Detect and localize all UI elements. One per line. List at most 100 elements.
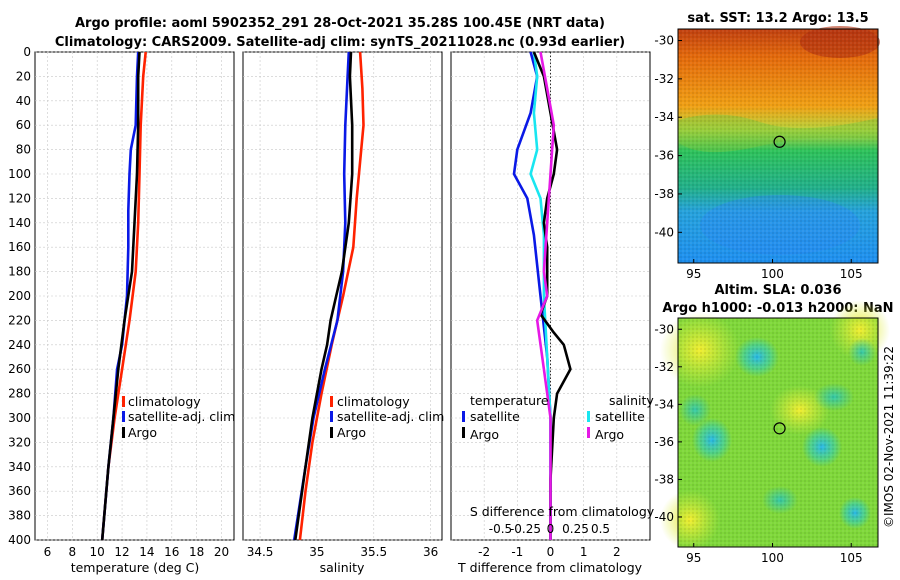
sst-map-title: sat. SST: 13.2 Argo: 13.5 (687, 11, 868, 26)
sla-map (660, 300, 890, 550)
depth-tick-label: 60 (16, 118, 31, 132)
legend-label-argo: Argo (128, 425, 157, 440)
sst-map-frame (677, 28, 879, 264)
map-lon-tick-label: 105 (840, 551, 863, 565)
sla-pixel-texture (678, 318, 878, 547)
legend-swatch-climatology (330, 396, 333, 407)
s-diff-tick-label: -0.25 (510, 522, 541, 536)
series-salinity-argo (535, 51, 556, 540)
x-tick-label: 0 (547, 545, 555, 559)
salinity-legend: climatology satellite-adj. clim Argo (330, 394, 444, 440)
depth-tick-label: 320 (8, 435, 31, 449)
sla-map-title-line1: Altim. SLA: 0.036 (715, 283, 842, 298)
x-tick-label: -1 (511, 545, 523, 559)
map-lat-tick-label: -34 (654, 110, 674, 124)
legend-label-climatology: climatology (128, 394, 201, 409)
sla-map-frame (677, 317, 879, 548)
legend-swatch-climatology (122, 396, 125, 407)
x-tick-label: 35.5 (360, 545, 387, 559)
legend-label-satellite-clim: satellite-adj. clim (128, 409, 235, 424)
depth-tick-label: 160 (8, 240, 31, 254)
legend-swatch-argo (330, 427, 333, 438)
map-lon-tick-label: 100 (761, 267, 784, 281)
legend-swatch-satellite-clim (122, 411, 125, 422)
legend-title-temperature: temperature (470, 393, 549, 408)
depth-tick-label: 300 (8, 411, 31, 425)
x-tick-label: 18 (189, 545, 204, 559)
depth-tick-label: 240 (8, 338, 31, 352)
s-diff-tick-label: -0.5 (489, 522, 512, 536)
depth-tick-label: 400 (8, 533, 31, 547)
map-lat-tick-label: -32 (654, 360, 674, 374)
map-lat-tick-label: -30 (654, 34, 674, 48)
map-lat-tick-label: -40 (654, 510, 674, 524)
map-lon-tick-label: 105 (840, 267, 863, 281)
series-climatology (298, 51, 365, 541)
x-tick-label: -2 (478, 545, 490, 559)
argo-location-marker (773, 422, 786, 435)
depth-tick-label: 200 (8, 289, 31, 303)
legend-swatch-temp-satellite (462, 411, 465, 422)
map-lat-tick-label: -32 (654, 72, 674, 86)
map-lat-tick-label: -36 (654, 149, 674, 163)
imos-timestamp-watermark: ©IMOS 02-Nov-2021 11:39:22 (882, 346, 896, 528)
legend-title-salinity: salinity (609, 393, 654, 408)
map-lat-tick-label: -38 (654, 187, 674, 201)
x-tick-label: 10 (90, 545, 105, 559)
x-tick-label: 14 (139, 545, 154, 559)
legend-label-climatology: climatology (337, 394, 410, 409)
s-diff-tick-label: 0.5 (591, 522, 610, 536)
map-lat-tick-label: -40 (654, 225, 674, 239)
map-lon-tick-label: 95 (686, 551, 701, 565)
depth-tick-label: 340 (8, 460, 31, 474)
depth-tick-label: 20 (16, 69, 31, 83)
series-argo (294, 51, 354, 541)
x-tick-label: 35 (309, 545, 324, 559)
map-lon-tick-label: 100 (761, 551, 784, 565)
map-lat-tick-label: -34 (654, 397, 674, 411)
depth-tick-label: 140 (8, 216, 31, 230)
depth-tick-label: 0 (23, 45, 31, 59)
sla-map-title-line2: Argo h1000: -0.013 h2000: NaN (662, 301, 893, 316)
legend-swatch-sal-satellite (587, 411, 590, 422)
s-diff-tick-label: 0 (547, 522, 555, 536)
temperature-legend: climatology satellite-adj. clim Argo (122, 394, 235, 440)
sst-pixel-texture (678, 29, 878, 263)
legend-label-argo: Argo (337, 425, 366, 440)
legend-label-satellite-clim: satellite-adj. clim (337, 409, 444, 424)
depth-tick-label: 260 (8, 362, 31, 376)
x-tick-label: 36 (423, 545, 438, 559)
depth-tick-label: 380 (8, 509, 31, 523)
salinity-xlabel: salinity (320, 560, 365, 575)
temperature-xlabel: temperature (deg C) (71, 560, 200, 575)
difference-xlabel: T difference from climatology (457, 560, 643, 575)
legend-label-temp-argo: Argo (470, 427, 499, 442)
series-argo (100, 51, 141, 541)
map-lat-tick-label: -38 (654, 472, 674, 486)
depth-tick-label: 220 (8, 313, 31, 327)
x-tick-label: 6 (44, 545, 52, 559)
x-tick-label: 8 (68, 545, 76, 559)
figure-title-line1: Argo profile: aoml 5902352_291 28-Oct-20… (75, 16, 605, 31)
depth-tick-label: 180 (8, 265, 31, 279)
difference-legend: temperature salinity satellite Argo sate… (462, 393, 654, 442)
map-lat-tick-label: -36 (654, 435, 674, 449)
map-lat-tick-label: -30 (654, 322, 674, 336)
x-tick-label: 16 (164, 545, 179, 559)
legend-label-temp-satellite: satellite (470, 409, 520, 424)
map-lon-tick-label: 95 (686, 267, 701, 281)
x-tick-label: 12 (114, 545, 129, 559)
legend-swatch-argo (122, 427, 125, 438)
depth-tick-label: 360 (8, 484, 31, 498)
sst-map (677, 26, 880, 264)
figure-title-line2: Climatology: CARS2009. Satellite-adj cli… (55, 35, 625, 50)
x-tick-label: 34.5 (247, 545, 274, 559)
legend-swatch-temp-argo (462, 427, 465, 438)
x-tick-label: 2 (613, 545, 621, 559)
x-tick-label: 1 (580, 545, 588, 559)
x-tick-label: 20 (214, 545, 229, 559)
depth-tick-label: 80 (16, 143, 31, 157)
legend-swatch-satellite-clim (330, 411, 333, 422)
legend-label-sal-argo: Argo (595, 427, 624, 442)
